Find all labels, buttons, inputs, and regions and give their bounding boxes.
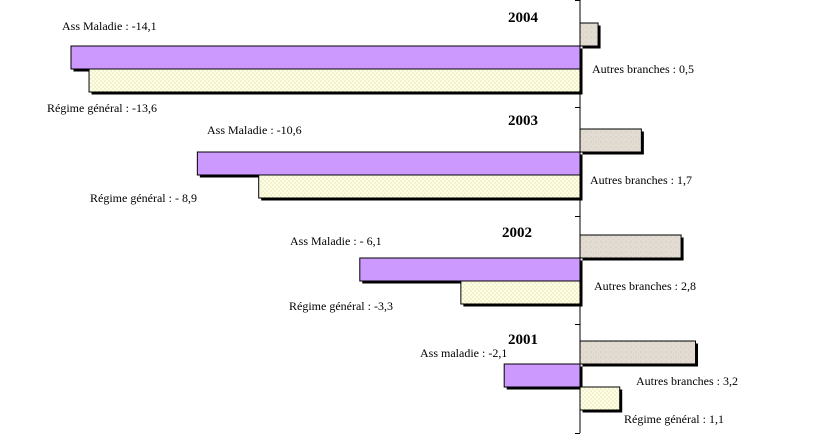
bars [70,22,699,413]
year-label-2002: 2002 [502,225,532,241]
bar-regime-2001 [579,386,621,411]
data-label-regime-2001: Régime général : 1,1 [624,412,724,426]
bar-regime-2003 [258,174,581,199]
data-label-autres-2003: Autres branches : 1,7 [590,173,692,187]
bar-autres-2003 [579,128,642,153]
data-label-autres-2001: Autres branches : 3,2 [636,374,738,388]
bar-regime-2004 [88,68,581,93]
bar-ass-2001 [503,363,581,388]
bar-autres-2001 [579,340,697,365]
data-label-autres-2002: Autres branches : 2,8 [594,279,696,293]
bar-regime-2002 [460,280,581,305]
bar-ass-2002 [359,257,581,282]
bar-autres-2004 [579,22,599,47]
bar-autres-2002 [579,234,682,259]
data-label-ass-2003: Ass Maladie : -10,6 [207,123,302,137]
data-label-regime-2004: Régime général : -13,6 [47,101,157,115]
data-label-ass-2001: Ass maladie : -2,1 [420,346,507,360]
data-label-ass-2002: Ass Maladie : - 6,1 [290,234,382,248]
bar-ass-2004 [70,45,581,70]
data-label-autres-2004: Autres branches : 0,5 [592,62,694,76]
year-label-2003: 2003 [508,113,538,129]
data-label-regime-2002: Régime général : -3,3 [289,299,393,313]
bar-ass-2003 [196,151,581,176]
labels: Autres branches : 0,5 Ass Maladie : -14,1… [47,10,738,426]
year-label-2004: 2004 [508,10,539,26]
data-label-ass-2004: Ass Maladie : -14,1 [62,19,157,33]
year-label-2001: 2001 [508,332,538,348]
data-label-regime-2003: Régime général : - 8,9 [90,191,197,205]
